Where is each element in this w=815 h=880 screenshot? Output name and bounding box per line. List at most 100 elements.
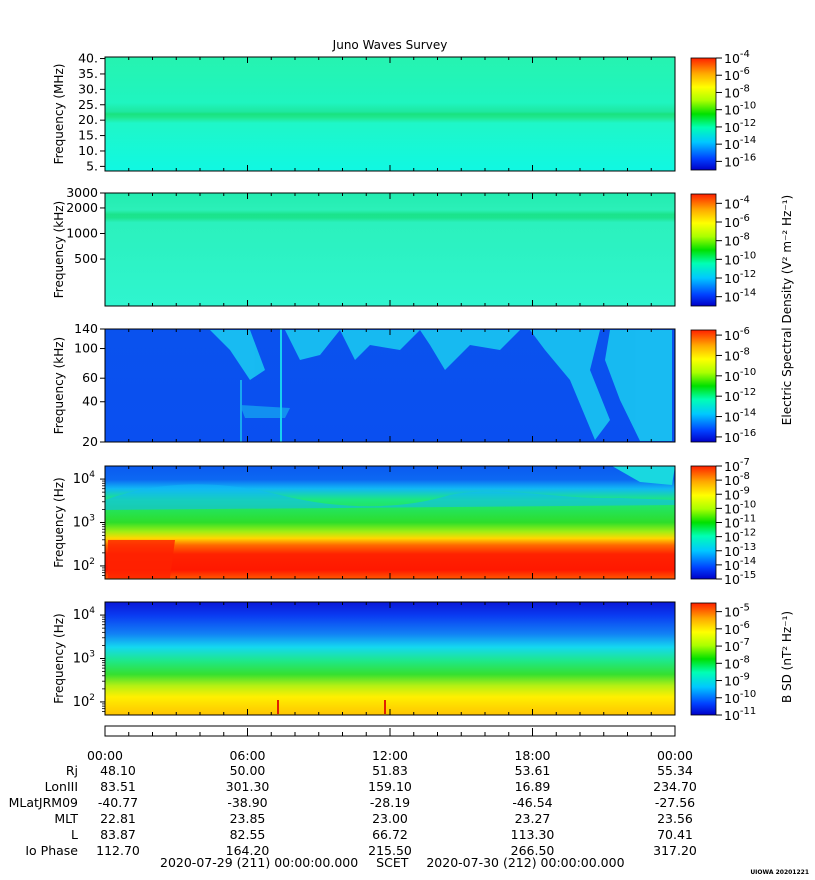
colorbar-tick-label: 10-11 [724,706,756,723]
colorbar-tick-label: 10-8 [724,471,750,488]
colorbar-tick-label: 10-6 [724,620,750,637]
emission-line [280,329,282,442]
ephemeris-row-label: LonIII [44,779,78,794]
y-tick-label: 20. [78,112,98,127]
colorbar-tick-label: 10-15 [724,570,756,587]
emission-patch [612,466,675,485]
panel-mid-frequency [104,192,676,307]
colorbar-tick-label: 10-10 [724,367,756,384]
y-tick-label: 40 [82,394,98,409]
colorbar-tick-label: 10-5 [724,603,750,620]
colorbar-tick-label: 10-12 [724,269,756,286]
colorbar-tick-label: 10-12 [724,528,756,545]
ephemeris-value: 53.61 [514,763,551,778]
colorbar-tick-label: 10-10 [724,101,756,118]
plot-title: Juno Waves Survey [332,38,448,52]
y-axis-label: Frequency (Hz) [52,613,66,704]
ephemeris-value: 51.83 [372,763,408,778]
panel-e-field-hz [104,465,676,580]
ephemeris-value: 16.89 [514,779,551,794]
spectrogram-image [105,57,675,171]
ephemeris-value: 66.72 [372,827,408,842]
colorbar-tick-label: 10-14 [724,556,756,573]
y-axis-label: Frequency (Hz) [52,477,66,568]
colorbar-tick-label: 10-4 [724,194,750,211]
colorbar-tick-label: 10-9 [724,672,750,689]
ephemeris-value: 234.70 [653,779,697,794]
emission-line [384,700,386,714]
y-tick-label: 30. [78,81,98,96]
electric-colorbar-label: Electric Spectral Density (V² m⁻² Hz⁻¹) [780,195,794,425]
footer: 2020-07-29 (211) 00:00:00.000 SCET 2020-… [160,855,639,870]
colorbar-1 [690,193,717,307]
y-tick-label: 100 [74,341,98,356]
y-tick-label: 1000 [66,226,98,241]
axes-layer: 5.10.15.20.25.30.35.40. Frequency (MHz) 10… [52,49,756,736]
spectrogram-image [105,466,675,579]
y-tick-label: 104 [73,606,96,623]
emission-patch [210,330,265,380]
ephemeris-table: 00:00 06:00 12:00 18:00 00:00 Rj 48.10 50.00 51.… [0,745,815,880]
emission-patch [108,540,175,578]
emission-patch [420,330,520,370]
y-tick-label: 103 [73,514,95,531]
y-tick-label: 35. [78,66,98,81]
colorbar-tick-label: 10-4 [724,49,750,66]
panel-low-khz [104,328,676,443]
ephemeris-value: 112.70 [96,843,140,858]
ephemeris-value: 50.00 [229,763,266,778]
colorbar-tick-label: 10-6 [724,66,750,83]
y-tick-label: 2000 [66,200,98,215]
ephemeris-value: 164.20 [225,843,270,858]
ephemeris-row-label: MLT [54,811,78,826]
ephemeris-value: 23.00 [372,811,408,826]
colorbar-tick-label: 10-6 [724,326,750,343]
emission-patch [285,330,340,360]
y-tick-label: 60 [82,370,98,385]
colorbar-tick-label: 10-7 [724,457,750,474]
end-time: 2020-07-30 (212) 00:00:00.000 [426,855,625,870]
ephemeris-value: 317.20 [653,843,697,858]
emission-patch [605,330,672,441]
magnetic-colorbar-label: B SD (nT² Hz⁻¹) [780,611,794,703]
time-tick-label: 00:00 [656,748,694,763]
y-tick-label: 102 [73,693,95,710]
ephemeris-value: -28.19 [369,795,411,810]
y-axis-label: Frequency (MHz) [52,64,66,165]
panel-high-frequency [104,56,676,172]
ephemeris-value: 70.41 [657,827,693,842]
scet-label: SCET [376,855,409,870]
emission-boundary [105,484,675,510]
colorbar-tick-label: 10-8 [724,654,750,671]
ephemeris-value: -46.54 [512,795,553,810]
ephemeris-value: 83.51 [100,779,136,794]
y-tick-label: 10. [78,143,98,158]
colorbar-tick-label: 10-16 [724,152,756,169]
emission-patch [240,405,290,418]
colorbar-tick-label: 10-10 [724,689,756,706]
start-time: 2020-07-29 (211) 00:00:00.000 [160,855,359,870]
ephemeris-value: 22.81 [100,811,136,826]
colorbar-tick-label: 10-10 [724,499,756,516]
colorbar-tick-label: 10-8 [724,83,750,100]
spectrogram-image [105,193,675,306]
ephemeris-value: 48.10 [100,763,136,778]
colorbar-tick-label: 10-14 [724,288,756,305]
ephemeris-value: 23.56 [657,811,693,826]
time-tick-label: 18:00 [514,748,551,763]
ephemeris-value: 301.30 [225,779,270,794]
spectrogram-image [105,602,675,715]
y-tick-label: 25. [78,97,98,112]
colorbar-2 [690,329,717,443]
colorbar-tick-label: 10-16 [724,428,756,445]
emission-features [210,330,672,441]
ephemeris-row-label: MLatJRM09 [8,795,78,810]
y-axis-label: Frequency (kHz) [52,337,66,434]
y-tick-label: 102 [73,557,95,574]
stamp: UIOWA 20201221 [750,869,809,876]
ephemeris-value: 55.34 [657,763,693,778]
ephemeris-value: -27.56 [654,795,696,810]
ephemeris-value: 23.27 [514,811,551,826]
emission-line [240,380,242,442]
ephemeris-value: 82.55 [229,827,266,842]
